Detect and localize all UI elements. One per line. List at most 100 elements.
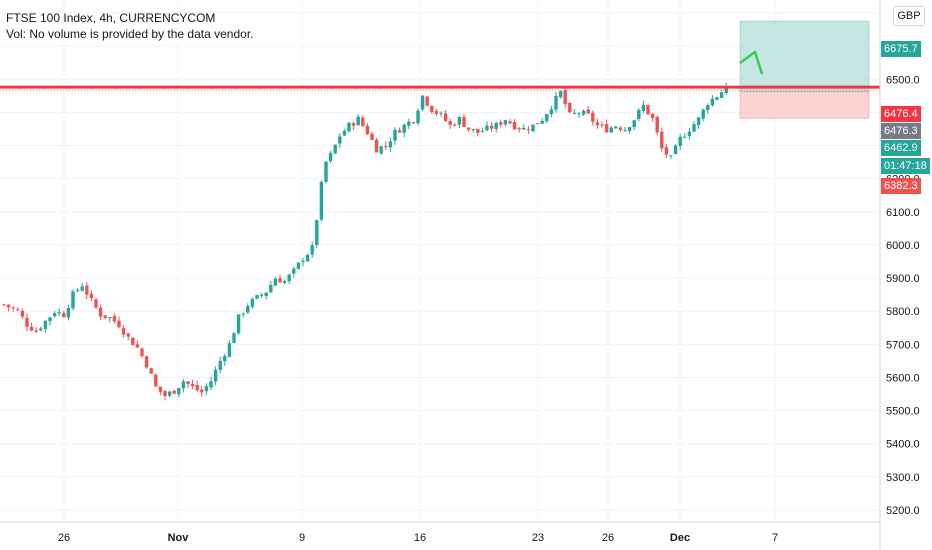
candle-body xyxy=(531,124,535,132)
candle-body xyxy=(62,312,66,318)
candle-body xyxy=(687,131,692,136)
candle-body xyxy=(144,356,149,368)
candle-body xyxy=(209,381,213,388)
price-tick-label: 5900.0 xyxy=(886,273,920,285)
candle-body xyxy=(278,278,282,283)
candle-body xyxy=(103,315,107,318)
candle-body xyxy=(471,128,475,131)
candle-body xyxy=(163,391,167,397)
candle-body xyxy=(39,328,43,331)
candle-body xyxy=(16,309,20,311)
candle-body xyxy=(443,113,448,121)
candle-body xyxy=(411,122,416,124)
candle-body xyxy=(347,122,351,132)
candle-body xyxy=(269,285,273,293)
candle-body xyxy=(558,91,563,98)
candle-body xyxy=(223,355,227,362)
candle-body xyxy=(457,116,462,125)
price-tick-label: 5500.0 xyxy=(886,406,920,418)
candle-body xyxy=(710,98,715,106)
price-tick-label: 6500.0 xyxy=(886,74,920,86)
candle-body xyxy=(669,155,673,157)
candle-body xyxy=(75,290,80,292)
candle-body xyxy=(388,141,393,148)
candle-body xyxy=(11,307,15,309)
candle-body xyxy=(190,383,195,387)
candle-body xyxy=(462,117,466,127)
candle-body xyxy=(149,368,153,374)
candle-body xyxy=(121,328,126,335)
candle-body xyxy=(167,391,172,396)
position-zones xyxy=(739,20,870,119)
candle-body xyxy=(678,136,682,146)
candle-body xyxy=(57,312,61,314)
candle-body xyxy=(466,127,471,130)
price-tick-label: 5400.0 xyxy=(886,439,920,451)
price-tick-label: 5800.0 xyxy=(886,306,920,318)
candle-body xyxy=(154,374,158,387)
price-tick-label: 5300.0 xyxy=(886,472,920,484)
candle-body xyxy=(94,299,98,308)
candle-body xyxy=(595,122,600,126)
candle-body xyxy=(402,124,406,133)
candle-body xyxy=(692,124,696,132)
candle-body xyxy=(255,295,259,299)
candle-body xyxy=(453,124,457,126)
candle-body xyxy=(351,123,356,126)
candle-body xyxy=(241,313,245,315)
price-tick-label: 5200.0 xyxy=(886,505,920,517)
candle-body xyxy=(489,125,494,129)
candle-body xyxy=(232,333,236,344)
candle-body xyxy=(701,109,705,119)
candle-body xyxy=(609,127,613,133)
candle-body xyxy=(485,125,489,131)
candle-body xyxy=(85,285,89,295)
candle-body xyxy=(420,95,425,110)
price-tick-label: 5600.0 xyxy=(886,372,920,384)
candle-body xyxy=(715,97,719,100)
time-tick-label: 7 xyxy=(772,532,778,544)
candle-body xyxy=(292,268,296,274)
candle-body xyxy=(365,125,370,135)
candle-body xyxy=(66,307,71,318)
candle-body xyxy=(71,291,75,309)
candle-body xyxy=(683,136,687,138)
projection-arrow xyxy=(739,50,764,75)
candle-body xyxy=(25,317,29,327)
candle-body xyxy=(540,121,544,124)
candle-body xyxy=(282,281,287,284)
time-tick-label: Dec xyxy=(670,532,690,544)
candle-body xyxy=(384,145,388,147)
candle-body xyxy=(108,317,112,319)
candle-countdown-badge: 01:47:18 xyxy=(881,158,930,174)
candle-body xyxy=(333,144,337,154)
candle-body xyxy=(549,109,554,115)
candle-body xyxy=(439,112,443,114)
candle-body xyxy=(158,386,163,392)
candle-body xyxy=(301,260,305,263)
candle-body xyxy=(131,337,135,346)
candle-body xyxy=(43,320,48,329)
candle-body xyxy=(140,348,144,356)
chart-title: FTSE 100 Index, 4h, CURRENCYCOM xyxy=(6,11,216,25)
candle-body xyxy=(328,153,333,162)
candle-body xyxy=(508,121,512,124)
candle-body xyxy=(632,120,636,128)
candle-body xyxy=(117,320,121,328)
candle-body xyxy=(250,298,255,307)
candle-body xyxy=(581,110,586,115)
candle-body xyxy=(246,305,250,313)
entry-price-badge: 6462.9 xyxy=(881,140,921,156)
candle-body xyxy=(673,145,678,155)
candle-body xyxy=(577,113,581,115)
time-tick-label: Nov xyxy=(168,532,190,544)
candle-body xyxy=(342,130,347,136)
candle-body xyxy=(522,127,526,130)
stop-zone xyxy=(739,91,870,119)
candle-body xyxy=(98,307,103,317)
candle-body xyxy=(706,105,710,111)
currency-button[interactable]: GBP xyxy=(893,6,925,26)
candle-body xyxy=(34,330,38,332)
candle-body xyxy=(425,96,429,106)
